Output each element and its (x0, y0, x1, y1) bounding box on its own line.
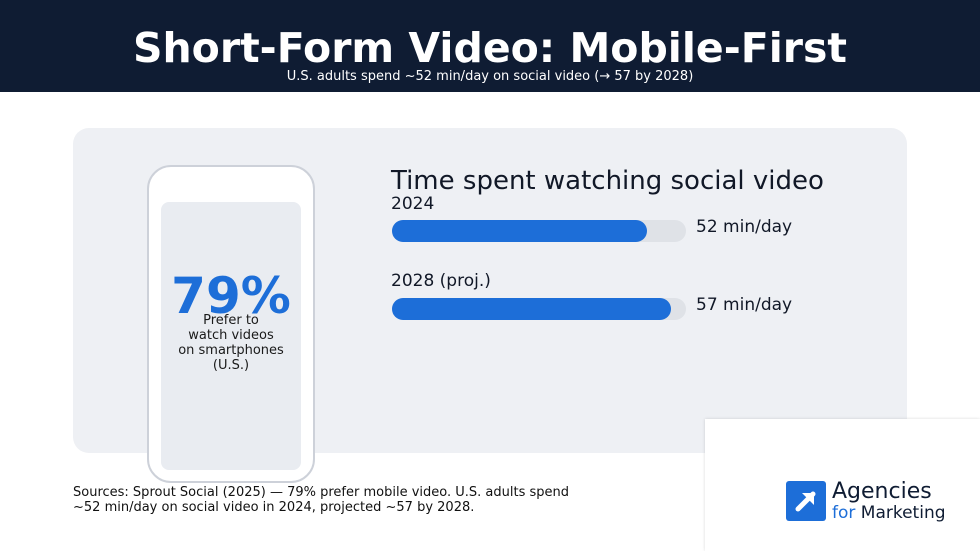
stat-caption-line: Prefer to (203, 313, 259, 328)
page-title: Short-Form Video: Mobile-First (132, 24, 848, 72)
bar-track-2024 (392, 220, 686, 242)
sources-line: Sources: Sprout Social (2025) — 79% pref… (73, 485, 569, 500)
phone-screen: 79% Prefer to watch videos on smartphone… (161, 202, 301, 470)
bar-track-2028 (392, 298, 686, 320)
bar-2024 (392, 220, 647, 242)
logo-word-marketing: Marketing (860, 503, 946, 523)
bar-category-label-2028: 2028 (proj.) (391, 271, 491, 291)
smartphone-illustration: 79% Prefer to watch videos on smartphone… (147, 165, 315, 483)
bar-value-label-2028: 57 min/day (696, 295, 793, 315)
bar-2028 (392, 298, 671, 320)
stat-caption-line: watch videos (188, 328, 274, 343)
stat-caption: Prefer to watch videos on smartphones (U… (161, 313, 301, 373)
logo-card (705, 419, 980, 551)
logo-wordmark-for-marketing: for Marketing (832, 503, 946, 523)
chart-title: Time spent watching social video (391, 166, 824, 196)
sources-note: Sources: Sprout Social (2025) — 79% pref… (73, 485, 633, 515)
logo-word-for: for (832, 503, 856, 523)
logo-wordmark-agencies: Agencies (832, 479, 932, 504)
arrow-up-right-icon (786, 481, 826, 521)
header-banner: Short-Form Video: Mobile-First U.S. adul… (0, 0, 980, 92)
bar-category-label-2024: 2024 (391, 194, 435, 214)
page-subtitle: U.S. adults spend ~52 min/day on social … (286, 69, 694, 84)
stat-value: 79% (171, 267, 291, 325)
stat-caption-line: (U.S.) (212, 358, 250, 373)
sources-line: ~52 min/day on social video in 2024, pro… (73, 500, 475, 515)
stat-caption-line: on smartphones (178, 343, 284, 358)
bar-value-label-2024: 52 min/day (696, 217, 793, 237)
